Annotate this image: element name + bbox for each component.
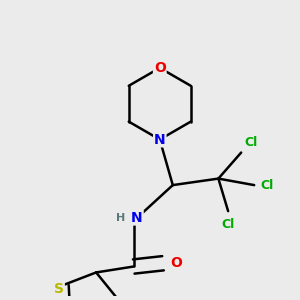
Text: N: N: [154, 133, 166, 146]
Text: Cl: Cl: [221, 218, 235, 231]
Text: Cl: Cl: [261, 178, 274, 192]
Text: Cl: Cl: [244, 136, 258, 149]
Text: O: O: [170, 256, 182, 270]
Text: S: S: [54, 282, 64, 296]
Text: H: H: [116, 213, 125, 223]
Text: N: N: [131, 211, 143, 225]
Text: O: O: [154, 61, 166, 75]
